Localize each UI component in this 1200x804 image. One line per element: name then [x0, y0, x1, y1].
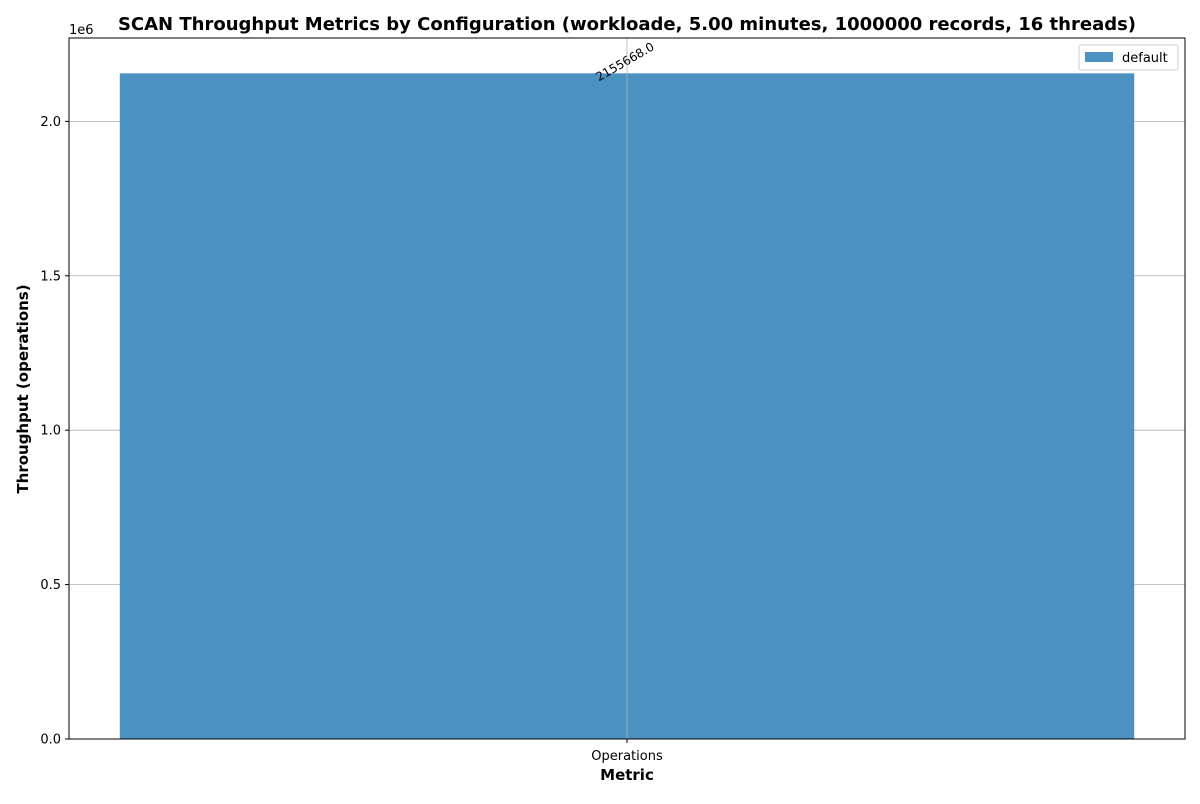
legend: default: [1078, 44, 1179, 71]
y-tick-label: 1.5: [40, 269, 61, 284]
y-tick-label: 2.0: [40, 115, 61, 130]
legend-box: [1078, 44, 1179, 71]
y-tick-label: 0.0: [40, 733, 61, 748]
y-tick-label: 0.5: [40, 578, 61, 593]
y-axis-label: Throughput (operations): [14, 284, 32, 493]
legend-label-default: default: [1122, 51, 1168, 66]
x-tick-label: Operations: [591, 749, 663, 764]
y-tick-label: 1.0: [40, 424, 61, 439]
y-axis-offset-label: 1e6: [69, 23, 94, 38]
chart-title: SCAN Throughput Metrics by Configuration…: [118, 14, 1136, 35]
legend-swatch-default: [1085, 52, 1113, 62]
x-axis-label: Metric: [600, 766, 654, 784]
